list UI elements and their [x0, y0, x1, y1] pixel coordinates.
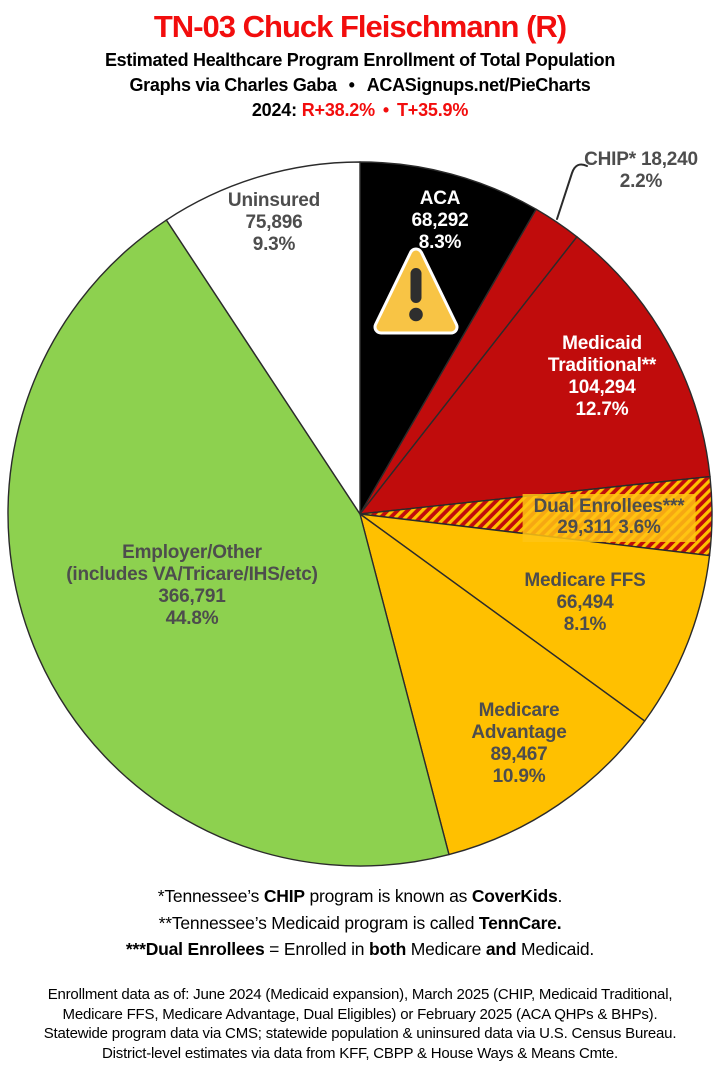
byline-bullet-icon: •	[348, 75, 355, 95]
pie-slice-medicaid_traditional	[359, 236, 711, 515]
pie-slice-medicare_advantage	[359, 513, 646, 856]
pie-slice-aca	[359, 161, 537, 515]
byline-site: ACASignups.net/PieCharts	[366, 75, 591, 95]
byline: Graphs via Charles Gaba • ACASignups.net/P…	[0, 75, 720, 96]
source-note-line: District-level estimates via data from K…	[102, 1044, 618, 1062]
footnote-line: ***Dual Enrollees = Enrolled in both Med…	[125, 939, 595, 959]
year-label: 2024:	[251, 100, 297, 120]
source-note-line: Statewide program data via CMS; statewid…	[43, 1025, 677, 1042]
footnote-line: *Tennessee’s CHIP program is known as Co…	[157, 886, 563, 906]
page-title: TN-03 Chuck Fleischmann (R)	[153, 9, 567, 44]
chart-subtitle: Estimated Healthcare Program Enrollment …	[104, 50, 616, 70]
chip-leader-line	[556, 163, 588, 220]
margin-bullet-icon: •	[382, 100, 389, 120]
pie-slice-employer_other	[7, 219, 450, 867]
source-note: Enrollment data as of: June 2024 (Medica…	[0, 985, 720, 1063]
pie-slice-medicare_ffs	[359, 513, 711, 722]
footnotes: *Tennessee’s CHIP program is known as Co…	[0, 883, 720, 963]
source-note-line: Enrollment data as of: June 2024 (Medica…	[47, 986, 673, 1003]
election-margins: 2024: R+38.2% • T+35.9%	[0, 100, 720, 121]
footnote-line: **Tennessee’s Medicaid program is called…	[158, 912, 562, 933]
warning-icon	[373, 247, 459, 335]
pie-slice-uninsured	[165, 161, 361, 515]
source-note-line: Medicare FFS, Medicare Advantage, Dual E…	[62, 1005, 658, 1023]
margin-r: R+38.2%	[301, 100, 375, 120]
byline-author: Graphs via Charles Gaba	[129, 75, 337, 95]
margin-t: T+35.9%	[396, 100, 469, 120]
